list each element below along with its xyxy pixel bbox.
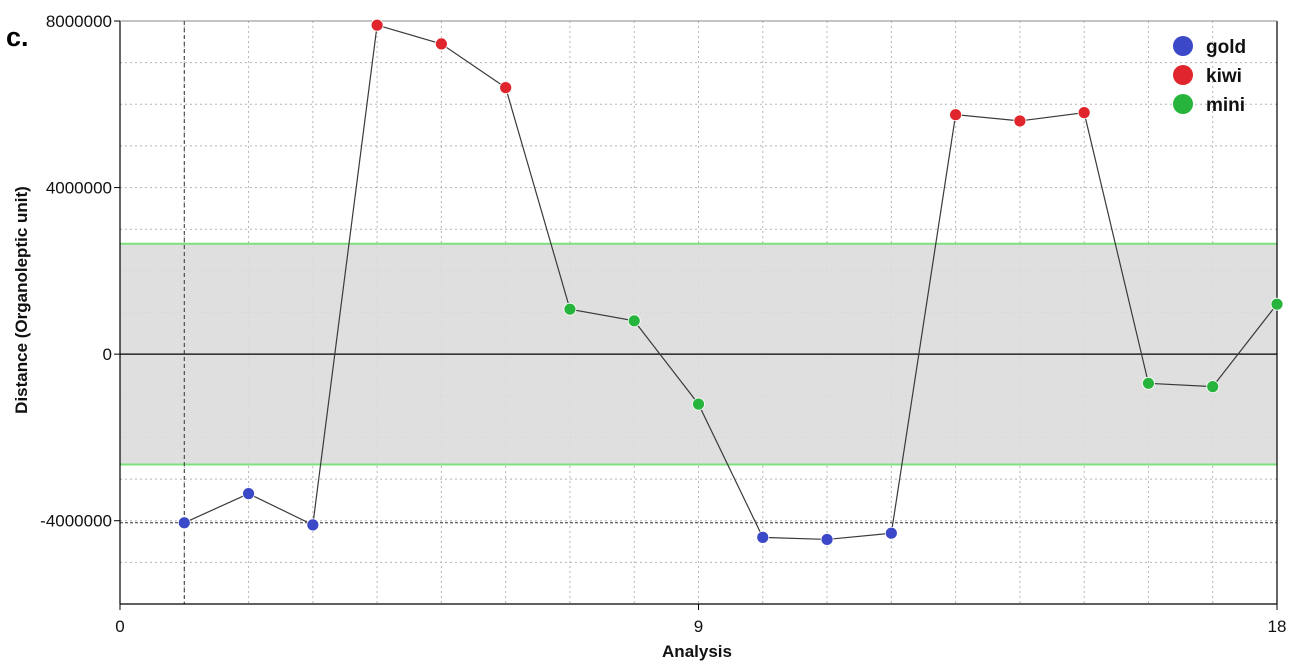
point-gold: [242, 487, 255, 501]
tick-labels: -4000000 0 4000000 8000000 0 9 18: [40, 12, 1286, 636]
y-tick-label: 8000000: [46, 12, 112, 31]
x-tick-label: 18: [1268, 617, 1287, 636]
point-gold: [884, 526, 898, 540]
x-tick-label: 9: [694, 617, 703, 636]
point-kiwi: [949, 108, 963, 122]
x-tick-label: 0: [115, 617, 124, 636]
point-gold: [820, 533, 834, 546]
data-points: [177, 18, 1284, 546]
x-axis-label: Analysis: [662, 642, 732, 661]
point-gold: [177, 516, 191, 530]
axes: [114, 20, 1278, 610]
series-connector: [184, 24, 1278, 541]
point-mini: [1270, 297, 1284, 311]
point-mini: [563, 302, 577, 316]
point-mini: [692, 397, 705, 411]
point-mini: [627, 314, 641, 328]
point-kiwi: [1077, 106, 1091, 120]
connecting-line: [184, 24, 1278, 541]
point-kiwi: [1013, 114, 1027, 128]
legend-label-kiwi: kiwi: [1206, 66, 1242, 87]
y-tick-label: -4000000: [40, 512, 112, 531]
legend-label-gold: gold: [1206, 37, 1246, 58]
legend-label-mini: mini: [1206, 95, 1245, 116]
point-kiwi: [434, 37, 448, 51]
y-tick-label: 0: [103, 345, 112, 364]
y-tick-label: 4000000: [46, 179, 112, 198]
point-mini: [1142, 376, 1155, 390]
legend-marker-kiwi: [1173, 65, 1193, 85]
legend: gold kiwi mini: [1173, 36, 1246, 116]
legend-marker-gold: [1173, 36, 1193, 56]
point-mini: [1206, 380, 1220, 394]
point-kiwi: [370, 18, 384, 32]
point-gold: [306, 518, 320, 532]
point-kiwi: [499, 81, 513, 95]
y-axis-label: Distance (Organoleptic unit): [12, 186, 31, 414]
panel-label: c.: [6, 22, 29, 52]
point-gold: [756, 530, 770, 544]
legend-marker-mini: [1173, 94, 1193, 114]
